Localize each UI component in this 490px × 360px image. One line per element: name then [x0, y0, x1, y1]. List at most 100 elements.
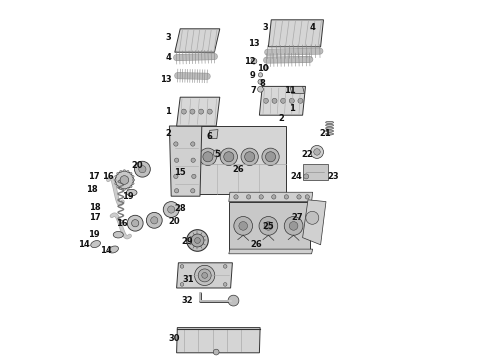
Text: 6: 6 [207, 132, 213, 141]
Text: 24: 24 [291, 172, 303, 181]
Circle shape [192, 174, 196, 179]
Circle shape [199, 148, 217, 166]
Text: 18: 18 [86, 185, 98, 194]
Text: 16: 16 [116, 219, 128, 228]
Text: 8: 8 [259, 79, 265, 88]
Text: 19: 19 [122, 192, 133, 201]
Circle shape [259, 217, 278, 235]
Text: 18: 18 [89, 202, 101, 212]
Circle shape [120, 170, 122, 172]
Circle shape [191, 189, 195, 193]
Circle shape [120, 176, 129, 184]
Circle shape [262, 148, 279, 166]
Circle shape [191, 234, 204, 247]
Ellipse shape [91, 240, 100, 248]
Circle shape [163, 202, 179, 217]
Circle shape [198, 109, 204, 114]
Circle shape [115, 183, 117, 185]
Circle shape [127, 215, 143, 231]
Circle shape [305, 195, 310, 199]
Polygon shape [303, 200, 326, 245]
Circle shape [298, 98, 303, 103]
Circle shape [168, 206, 175, 213]
Polygon shape [229, 202, 310, 250]
Polygon shape [303, 164, 328, 180]
Circle shape [133, 179, 135, 181]
Polygon shape [290, 86, 304, 94]
Text: 1: 1 [165, 107, 171, 116]
Ellipse shape [126, 189, 137, 196]
Text: 25: 25 [262, 222, 274, 231]
Text: 4: 4 [165, 53, 171, 62]
Circle shape [120, 188, 122, 190]
Circle shape [228, 295, 239, 306]
Circle shape [180, 283, 184, 286]
Circle shape [234, 195, 238, 199]
Text: 7: 7 [250, 86, 256, 95]
Circle shape [195, 265, 215, 285]
Circle shape [116, 171, 133, 189]
Text: 21: 21 [319, 129, 331, 138]
Circle shape [263, 98, 269, 103]
Circle shape [271, 195, 276, 199]
Text: 30: 30 [169, 334, 180, 343]
Circle shape [281, 98, 286, 103]
Text: 28: 28 [174, 204, 186, 213]
Text: 11: 11 [284, 86, 295, 95]
Polygon shape [176, 263, 232, 288]
Text: 3: 3 [166, 33, 171, 42]
Circle shape [223, 283, 227, 286]
Circle shape [213, 150, 220, 157]
Ellipse shape [326, 124, 334, 126]
Circle shape [151, 217, 158, 224]
Circle shape [198, 269, 211, 282]
Ellipse shape [326, 121, 334, 123]
Circle shape [304, 174, 309, 179]
Circle shape [174, 158, 179, 162]
Circle shape [190, 109, 195, 114]
Circle shape [127, 170, 129, 172]
Circle shape [195, 238, 200, 243]
Circle shape [264, 222, 273, 230]
Circle shape [132, 183, 134, 185]
Circle shape [272, 98, 277, 103]
Circle shape [203, 152, 213, 162]
Circle shape [174, 189, 179, 193]
Polygon shape [269, 20, 323, 47]
Circle shape [147, 212, 162, 228]
Text: 26: 26 [232, 165, 244, 174]
Circle shape [224, 152, 234, 162]
Text: 13: 13 [248, 39, 259, 48]
Circle shape [284, 217, 303, 235]
Text: 20: 20 [131, 161, 143, 170]
Text: 14: 14 [78, 240, 90, 249]
Text: 1: 1 [290, 104, 295, 113]
Circle shape [241, 148, 258, 166]
Circle shape [289, 222, 298, 230]
Circle shape [259, 195, 263, 199]
Text: 31: 31 [183, 275, 195, 284]
Circle shape [114, 179, 116, 181]
Circle shape [258, 73, 263, 77]
Text: 29: 29 [181, 237, 193, 246]
Ellipse shape [326, 127, 334, 129]
Text: 12: 12 [244, 57, 256, 66]
Circle shape [191, 142, 195, 146]
Circle shape [220, 148, 238, 166]
Circle shape [246, 195, 251, 199]
Polygon shape [175, 29, 220, 52]
Polygon shape [176, 97, 220, 126]
Text: 23: 23 [327, 172, 339, 181]
Ellipse shape [326, 133, 334, 135]
Text: 15: 15 [174, 168, 186, 177]
Text: 17: 17 [88, 172, 99, 181]
Circle shape [132, 175, 134, 177]
Text: 17: 17 [89, 213, 101, 222]
Polygon shape [229, 192, 313, 202]
Circle shape [314, 149, 320, 155]
Circle shape [127, 188, 129, 190]
Circle shape [266, 152, 275, 162]
Circle shape [311, 145, 323, 158]
Circle shape [115, 175, 117, 177]
Circle shape [245, 152, 255, 162]
